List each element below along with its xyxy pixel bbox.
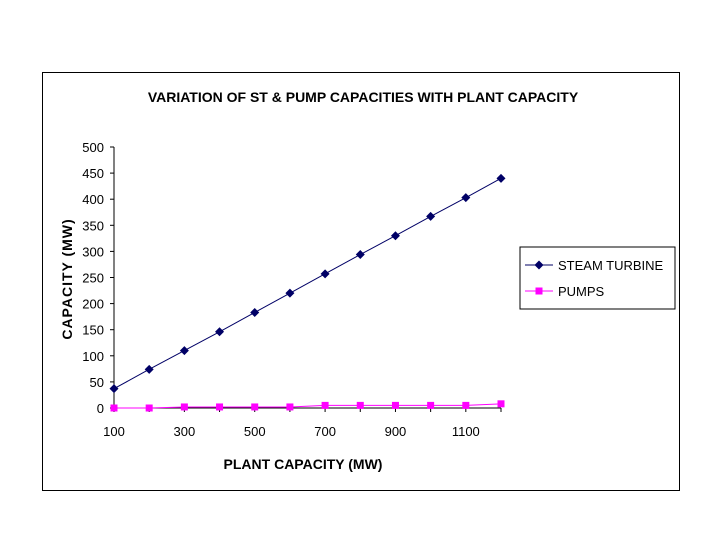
y-tick-label: 400 xyxy=(82,192,104,207)
steam-turbine-point xyxy=(109,384,119,394)
x-axis-ticks: 100 300 500 700 900 1100 xyxy=(103,408,502,439)
legend-steam-turbine-label: STEAM TURBINE xyxy=(558,258,664,273)
pumps-point xyxy=(251,403,259,411)
x-tick-label: 700 xyxy=(314,424,336,439)
x-tick-label: 500 xyxy=(244,424,266,439)
chart-svg: VARIATION OF ST & PUMP CAPACITIES WITH P… xyxy=(59,89,676,472)
pumps-point xyxy=(497,400,505,408)
steam-turbine-point xyxy=(461,193,471,203)
y-tick-label: 500 xyxy=(82,140,104,155)
steam-turbine-point xyxy=(355,250,365,260)
pumps-point xyxy=(462,401,470,409)
steam-turbine-point xyxy=(144,364,154,374)
pumps-point xyxy=(286,403,294,411)
steam-turbine-point xyxy=(390,231,400,241)
steam-turbine-point xyxy=(426,211,436,221)
pumps-point xyxy=(216,403,224,411)
pumps-line xyxy=(114,403,502,409)
steam-turbine-point xyxy=(496,173,506,183)
pumps-point xyxy=(391,401,399,409)
plot-area xyxy=(113,147,501,409)
x-tick-label: 300 xyxy=(174,424,196,439)
x-tick-label: 100 xyxy=(103,424,125,439)
chart-frame: VARIATION OF ST & PUMP CAPACITIES WITH P… xyxy=(42,72,680,491)
y-tick-label: 50 xyxy=(90,375,104,390)
steam-turbine-point xyxy=(215,327,225,337)
pumps-point xyxy=(321,401,329,409)
pumps-point xyxy=(180,403,188,411)
legend-pumps-marker xyxy=(535,287,543,295)
x-tick-label: 900 xyxy=(385,424,407,439)
steam-turbine-point xyxy=(179,346,189,356)
x-tick-label: 1100 xyxy=(452,424,480,439)
chart-title: VARIATION OF ST & PUMP CAPACITIES WITH P… xyxy=(148,89,579,105)
legend-steam-turbine-marker xyxy=(534,260,544,270)
legend: STEAM TURBINE PUMPS xyxy=(519,246,676,310)
y-tick-label: 100 xyxy=(82,349,104,364)
pumps-point xyxy=(110,404,118,412)
pumps-point xyxy=(356,401,364,409)
series-layer xyxy=(109,173,506,412)
steam-turbine-point xyxy=(320,269,330,279)
x-axis-title: PLANT CAPACITY (MW) xyxy=(224,456,383,472)
legend-box xyxy=(519,246,676,310)
pumps-series xyxy=(110,400,505,412)
y-axis-ticks: 0 50 100 150 200 250 300 350 400 450 500 xyxy=(82,140,114,416)
pumps-point xyxy=(427,401,435,409)
y-tick-label: 450 xyxy=(82,166,104,181)
y-tick-label: 250 xyxy=(82,271,104,286)
steam-turbine-line xyxy=(113,177,502,390)
legend-pumps-label: PUMPS xyxy=(558,284,605,299)
steam-turbine-point xyxy=(285,288,295,298)
steam-turbine-point xyxy=(250,307,260,317)
pumps-point xyxy=(145,404,153,412)
y-axis-title: CAPACITY (MW) xyxy=(59,218,75,339)
y-tick-label: 300 xyxy=(82,244,104,259)
steam-turbine-series xyxy=(109,173,506,394)
y-tick-label: 150 xyxy=(82,323,104,338)
y-tick-label: 350 xyxy=(82,218,104,233)
y-tick-label: 0 xyxy=(97,401,104,416)
y-tick-label: 200 xyxy=(82,297,104,312)
